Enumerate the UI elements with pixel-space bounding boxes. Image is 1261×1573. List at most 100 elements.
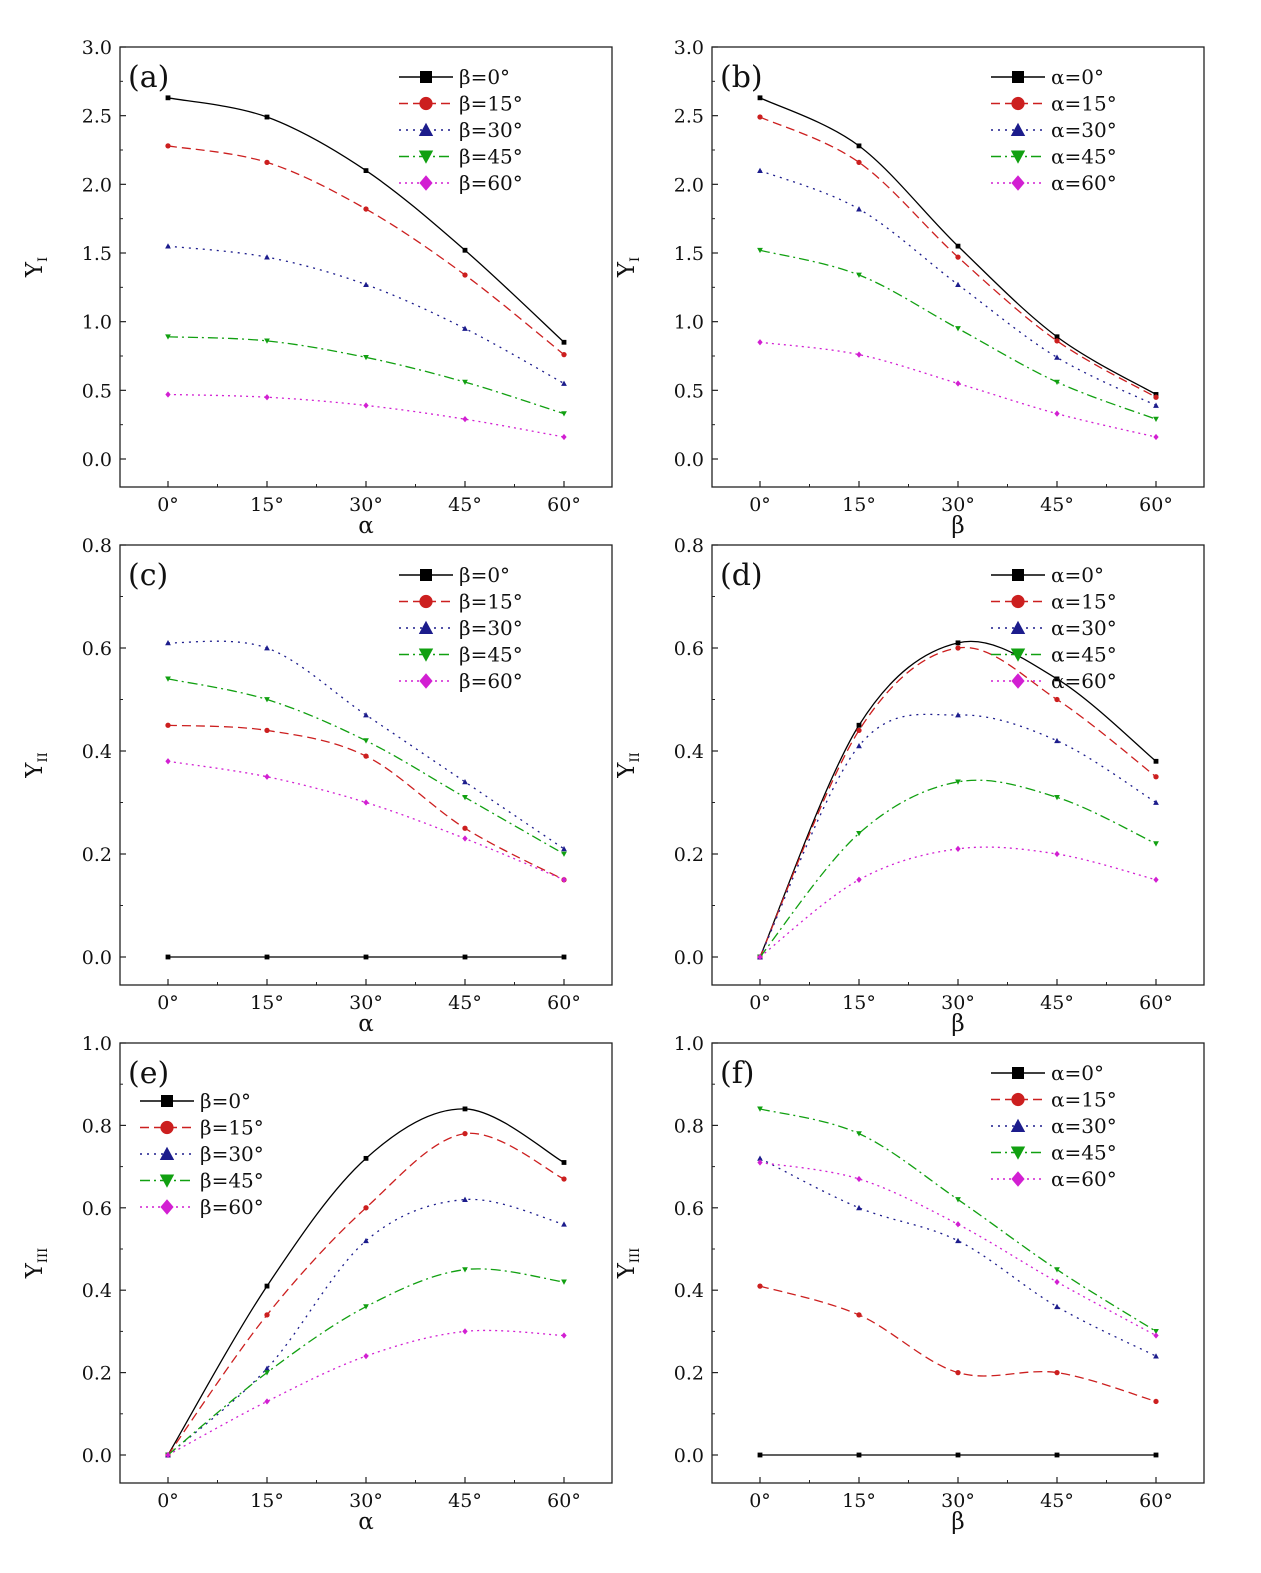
legend-entry: β=45° (459, 145, 523, 169)
data-point (1054, 410, 1060, 417)
legend-marker (1010, 1118, 1026, 1132)
data-point (1153, 394, 1159, 400)
legend-marker (418, 620, 434, 634)
x-tick-label: 0° (157, 494, 179, 516)
data-point (856, 1204, 862, 1211)
data-point (165, 639, 171, 646)
y-axis-label: YIII (22, 1248, 51, 1280)
x-tick-label: 45° (1040, 1490, 1074, 1512)
data-point (757, 1452, 763, 1458)
data-point (363, 1205, 369, 1211)
data-point (1153, 876, 1159, 883)
x-tick-label: 15° (250, 992, 284, 1014)
data-point (561, 411, 567, 417)
data-point (757, 339, 763, 346)
data-point (1153, 1329, 1159, 1335)
legend-entry: α=60° (1051, 1167, 1117, 1191)
legend-marker (418, 648, 434, 662)
legend-entry: β=30° (459, 118, 523, 142)
data-point (165, 1451, 171, 1459)
series-line-3 (167, 1198, 565, 1456)
data-point (1054, 1369, 1060, 1376)
legend-entry: α=30° (1051, 118, 1117, 142)
series-line-4 (167, 678, 565, 855)
data-point (1054, 1452, 1060, 1458)
x-tick-label: 30° (941, 992, 975, 1014)
data-point (856, 722, 862, 728)
y-tick-label: 0.6 (82, 638, 112, 660)
data-point (363, 1353, 369, 1360)
legend-marker (159, 1146, 175, 1160)
data-point (462, 954, 468, 960)
data-point (561, 845, 567, 852)
data-point (955, 1197, 961, 1203)
data-point (462, 835, 468, 842)
legend-entry: α=15° (1051, 1088, 1117, 1112)
data-point (955, 1452, 961, 1458)
legend-entry: β=45° (459, 643, 523, 667)
data-point (363, 354, 369, 361)
data-point (1153, 841, 1159, 847)
data-point (462, 416, 468, 423)
legend-marker (161, 1095, 173, 1107)
plot-frame (711, 46, 1205, 488)
data-point (165, 391, 171, 398)
series-line-1 (167, 1108, 565, 1456)
x-axis-label: α (358, 1011, 374, 1037)
data-point (264, 1283, 270, 1289)
legend-marker (1010, 150, 1026, 164)
data-point (264, 1312, 270, 1318)
data-point (462, 247, 468, 253)
plot-frame (119, 46, 613, 488)
legend-entry: α=60° (1051, 669, 1117, 693)
data-point (165, 676, 171, 682)
data-point (462, 1267, 468, 1273)
chart-panel-4: 0.0 0.2 0.4 0.6 0.8 0° 15° 30° 45° 60° β YII (d) α=0°… (614, 535, 1205, 1037)
data-point (1153, 433, 1159, 441)
data-point (264, 1370, 270, 1376)
y-tick-label: 3.0 (674, 37, 704, 59)
data-point (856, 876, 862, 883)
data-point (462, 1196, 468, 1202)
data-point (264, 1398, 270, 1405)
legend-entry: α=60° (1051, 171, 1117, 195)
data-point (1153, 416, 1159, 423)
data-point (363, 799, 369, 806)
plot-frame (711, 544, 1205, 986)
legend-entry: α=15° (1051, 92, 1117, 116)
data-point (856, 272, 862, 278)
x-tick-label: 15° (842, 992, 876, 1014)
data-point (757, 167, 763, 173)
x-tick-label: 15° (842, 494, 876, 516)
data-point (856, 1452, 862, 1458)
series-line-4 (167, 336, 565, 415)
legend-marker (1011, 673, 1025, 689)
panel-label: (f) (720, 1056, 755, 1091)
data-point (363, 738, 369, 744)
data-point (462, 379, 468, 385)
y-tick-label: 1.0 (82, 312, 112, 334)
legend: β=0° β=15°β=30° β=45°β=60° (140, 1089, 264, 1219)
y-tick-label: 0.2 (674, 844, 704, 866)
data-point (462, 779, 468, 785)
legend-entry: β=60° (200, 1195, 264, 1219)
series-line-5 (759, 1161, 1157, 1337)
legend-marker (418, 122, 434, 136)
data-point (363, 402, 369, 409)
series-line-2 (759, 1285, 1157, 1403)
data-point (264, 697, 270, 703)
data-point (856, 742, 862, 749)
y-tick-label: 0.6 (674, 638, 704, 660)
x-tick-label: 45° (448, 992, 482, 1014)
x-tick-label: 60° (1139, 1490, 1173, 1512)
legend-marker (420, 569, 432, 581)
series-line-3 (167, 245, 565, 385)
data-point (561, 380, 567, 386)
x-tick-label: 60° (1139, 494, 1173, 516)
y-tick-label: 0.8 (674, 1115, 704, 1137)
y-axis-label: YIII (614, 1248, 643, 1280)
series-line-3 (759, 1157, 1157, 1357)
data-point (462, 825, 468, 831)
x-tick-label: 30° (349, 992, 383, 1014)
x-tick-label: 45° (448, 494, 482, 516)
